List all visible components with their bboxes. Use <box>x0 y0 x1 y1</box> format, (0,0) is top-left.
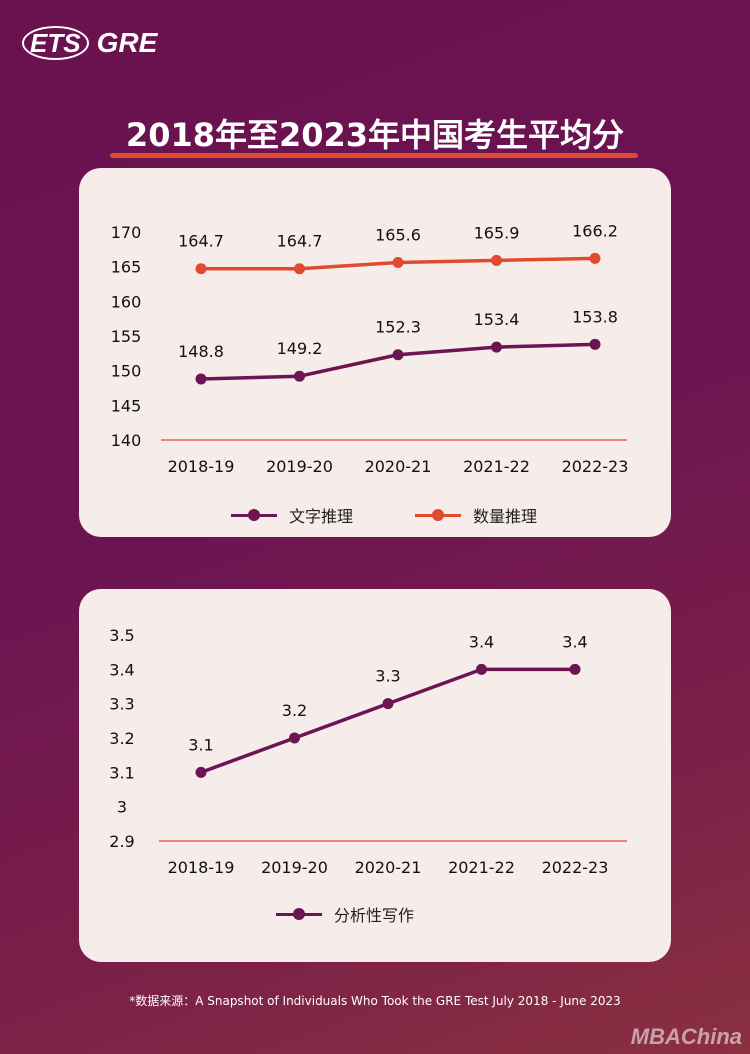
legend-swatch-verbal <box>231 508 277 522</box>
x-tick-label: 2021-22 <box>448 858 515 877</box>
data-label: 3.4 <box>469 632 494 651</box>
y-tick-label: 2.9 <box>109 832 134 851</box>
legend-writing: 分析性写作 <box>276 902 414 926</box>
y-tick-label: 3.2 <box>109 729 134 748</box>
y-tick-label: 3.3 <box>109 695 134 714</box>
data-label: 164.7 <box>277 232 323 251</box>
ets-gre-logo: ETS GRE <box>22 26 157 60</box>
data-label: 153.8 <box>572 307 618 326</box>
legend-label-quant: 数量推理 <box>473 507 538 526</box>
x-tick-label: 2019-20 <box>261 858 328 877</box>
x-tick-label: 2019-20 <box>266 457 333 476</box>
watermark: MBAChina <box>630 1024 742 1049</box>
data-point <box>382 698 394 710</box>
legend-quant: 数量推理 <box>415 503 537 527</box>
data-point <box>392 257 404 269</box>
data-label: 148.8 <box>178 342 224 361</box>
data-label: 3.2 <box>282 701 307 720</box>
data-point <box>589 252 601 264</box>
title-underline <box>110 153 638 158</box>
y-tick-label: 3.1 <box>109 763 134 782</box>
legend-label-verbal: 文字推理 <box>289 507 354 526</box>
x-tick-label: 2022-23 <box>542 858 609 877</box>
data-point <box>294 370 305 382</box>
data-point <box>491 341 502 353</box>
y-tick-label: 150 <box>111 362 142 381</box>
legend-swatch-quant <box>415 508 461 522</box>
data-point <box>195 373 207 385</box>
legend-verbal: 文字推理 <box>231 503 353 527</box>
y-tick-label: 160 <box>111 292 142 311</box>
x-tick-label: 2022-23 <box>562 457 629 476</box>
data-point <box>294 263 305 275</box>
data-label: 153.4 <box>474 310 520 329</box>
y-tick-label: 3.4 <box>109 660 134 679</box>
data-point <box>195 263 207 275</box>
data-point <box>289 732 300 744</box>
legend-label-writing: 分析性写作 <box>334 906 415 925</box>
x-tick-label: 2020-21 <box>365 457 432 476</box>
x-tick-label: 2020-21 <box>355 858 422 877</box>
data-label: 165.6 <box>375 226 421 245</box>
data-label: 3.3 <box>375 667 400 686</box>
data-label: 3.1 <box>188 735 213 754</box>
y-tick-label: 155 <box>111 327 142 346</box>
y-tick-label: 165 <box>111 258 142 277</box>
data-point <box>392 349 404 361</box>
source-note: *数据来源：A Snapshot of Individuals Who Took… <box>129 994 621 1008</box>
ets-logo: ETS <box>22 26 89 60</box>
data-label: 149.2 <box>277 339 323 358</box>
chart-card-writing: 3.5 3.4 3.3 3.2 3.1 3 2.9 2018-19 2019-20 2020-21… <box>79 589 671 962</box>
data-label: 3.4 <box>562 632 587 651</box>
data-point <box>195 766 207 778</box>
data-point <box>569 663 581 675</box>
y-tick-label: 140 <box>111 431 142 450</box>
legend-swatch-writing <box>276 907 322 921</box>
page-title: 2018年至2023年中国考生平均分 <box>125 116 625 154</box>
writing-chart: 3.5 3.4 3.3 3.2 3.1 3 2.9 2018-19 2019-20 2020-21… <box>109 626 627 877</box>
y-tick-label: 170 <box>111 223 142 242</box>
verbal-quant-chart: 170 165 160 155 150 145 140 2018-19 2019-20 2020-… <box>111 221 629 476</box>
data-point <box>476 663 487 675</box>
x-tick-label: 2018-19 <box>168 457 235 476</box>
y-tick-label: 3 <box>117 798 127 817</box>
x-tick-label: 2021-22 <box>463 457 530 476</box>
y-tick-label: 145 <box>111 396 142 415</box>
data-point <box>589 338 601 350</box>
data-label: 164.7 <box>178 232 224 251</box>
gre-logo: GRE <box>96 27 158 58</box>
data-label: 166.2 <box>572 221 618 240</box>
data-label: 165.9 <box>474 223 520 242</box>
x-tick-label: 2018-19 <box>168 858 235 877</box>
data-point <box>491 254 502 266</box>
y-tick-label: 3.5 <box>109 626 134 645</box>
data-label: 152.3 <box>375 318 421 337</box>
chart-card-verbal-quant: 170 165 160 155 150 145 140 2018-19 2019-20 2020-… <box>79 168 671 537</box>
